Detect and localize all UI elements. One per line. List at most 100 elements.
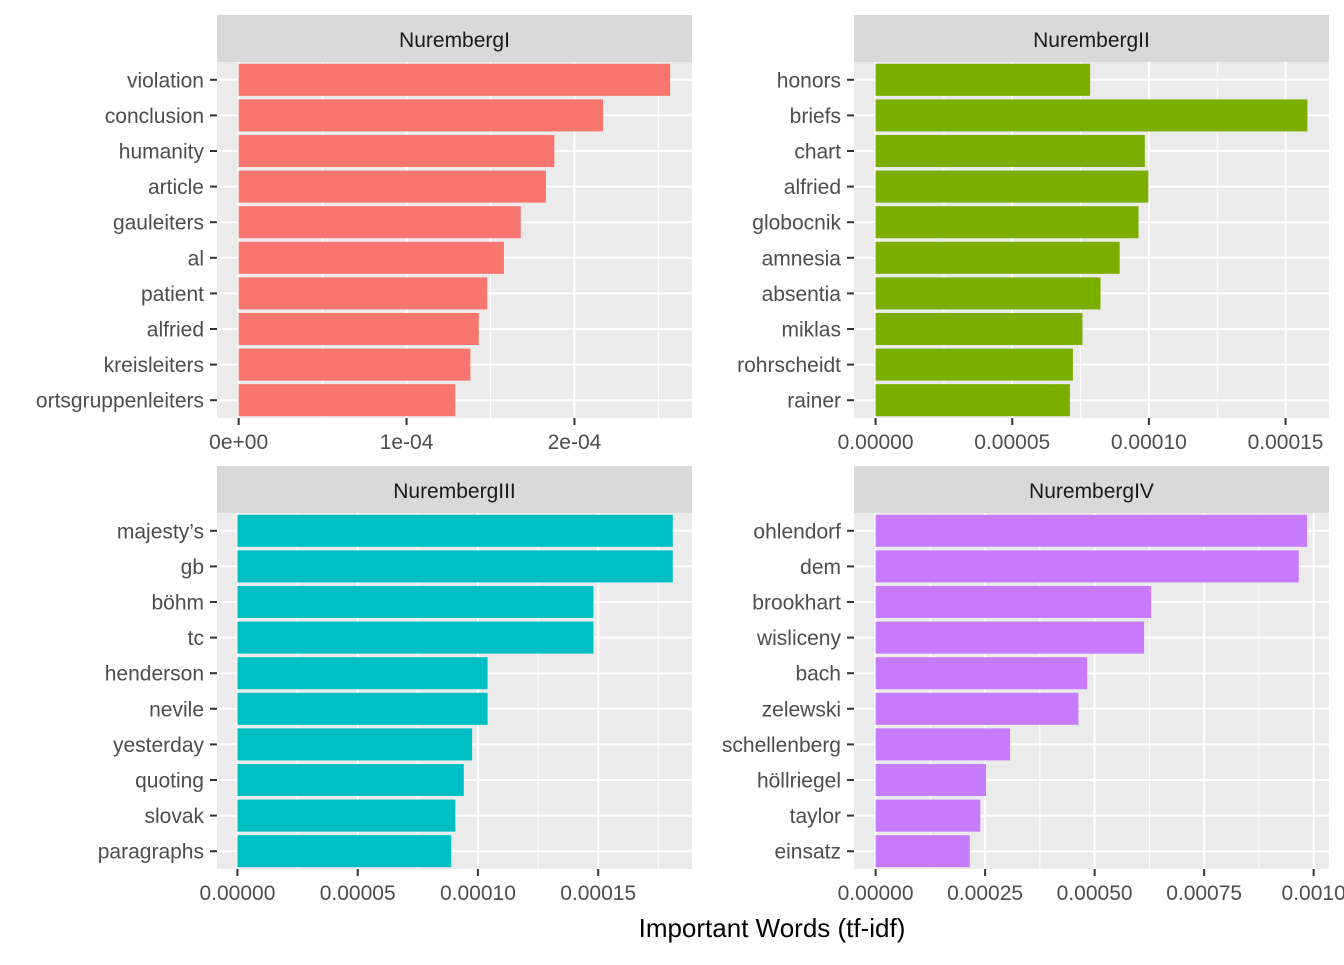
x-tick-label: 0.0010	[1282, 882, 1344, 905]
facet-title: NurembergI	[399, 29, 510, 52]
y-tick-label: yesterday	[113, 734, 205, 757]
facet-strip	[217, 15, 692, 62]
bar	[875, 206, 1139, 239]
y-tick-label: paragraphs	[98, 841, 204, 864]
bar	[238, 348, 471, 381]
facet-panel: NurembergIII majesty’s gb böhm tc henderson ne…	[98, 466, 692, 905]
y-tick-label: miklas	[781, 319, 841, 342]
bar	[875, 692, 1079, 725]
bar	[875, 277, 1101, 310]
y-tick-label: globocnik	[752, 212, 841, 235]
facet-title: NurembergIII	[393, 480, 516, 503]
y-tick-label: violation	[127, 69, 204, 92]
bar	[238, 384, 456, 417]
bar	[238, 63, 671, 96]
y-tick-label: kreisleiters	[104, 354, 204, 377]
bar	[875, 170, 1149, 203]
bar	[875, 63, 1091, 96]
y-tick-label: rainer	[787, 390, 841, 413]
bar	[238, 170, 546, 203]
bar	[875, 835, 970, 868]
x-tick-label: 0.00025	[947, 882, 1023, 905]
bar	[237, 835, 452, 868]
bar	[875, 99, 1308, 132]
y-tick-label: honors	[777, 69, 841, 92]
bar	[237, 514, 673, 547]
facet-title: NurembergIV	[1029, 480, 1154, 503]
bar	[875, 550, 1299, 583]
bar	[875, 241, 1120, 274]
y-tick-label: rohrscheidt	[737, 354, 841, 377]
x-tick-label: 0.00000	[199, 882, 275, 905]
bar	[875, 799, 981, 832]
y-tick-label: höllriegel	[757, 770, 841, 793]
chart-panels: NurembergI violation conclusion humanity art…	[36, 15, 1344, 905]
y-tick-label: brookhart	[752, 592, 841, 615]
facet-panel: NurembergI violation conclusion humanity art…	[36, 15, 692, 454]
x-tick-label: 0.00000	[838, 431, 914, 454]
y-tick-label: chart	[794, 141, 841, 164]
y-tick-label: gb	[181, 556, 204, 579]
facet-title: NurembergII	[1033, 29, 1150, 52]
y-tick-label: wisliceny	[756, 627, 842, 650]
y-tick-label: briefs	[790, 105, 841, 128]
y-tick-label: quoting	[135, 770, 204, 793]
x-tick-label: 0.00010	[440, 882, 516, 905]
y-tick-label: conclusion	[105, 105, 204, 128]
y-tick-label: taylor	[790, 805, 841, 828]
y-tick-label: ohlendorf	[753, 520, 841, 543]
y-tick-label: article	[148, 176, 204, 199]
y-tick-label: amnesia	[762, 247, 842, 270]
y-tick-label: schellenberg	[722, 734, 841, 757]
facet-strip	[854, 466, 1329, 513]
bar	[875, 514, 1308, 547]
x-tick-label: 0.00015	[1248, 431, 1324, 454]
bar	[875, 384, 1070, 417]
bar	[875, 621, 1145, 654]
x-tick-label: 0.00005	[320, 882, 396, 905]
y-tick-label: al	[188, 247, 204, 270]
bar	[238, 99, 604, 132]
bar	[875, 657, 1088, 690]
y-tick-label: humanity	[119, 141, 205, 164]
bar	[875, 134, 1145, 168]
x-tick-label: 2e-04	[548, 431, 602, 454]
y-tick-label: tc	[188, 627, 204, 650]
bar	[875, 728, 1011, 761]
bar	[875, 585, 1152, 619]
facet-strip	[217, 466, 692, 513]
y-tick-label: henderson	[105, 663, 204, 686]
bar	[238, 134, 555, 168]
y-tick-label: bach	[795, 663, 841, 686]
x-tick-label: 0.00005	[974, 431, 1050, 454]
bar	[875, 763, 986, 797]
bar	[237, 550, 673, 583]
bar	[875, 312, 1083, 346]
x-tick-label: 0.00000	[838, 882, 914, 905]
bar	[237, 621, 594, 654]
y-tick-label: zelewski	[762, 698, 841, 721]
y-tick-label: nevile	[149, 698, 204, 721]
x-tick-label: 0e+00	[209, 431, 268, 454]
y-tick-label: absentia	[762, 283, 842, 306]
bar	[238, 277, 488, 310]
bar	[237, 585, 594, 619]
x-axis-title: Important Words (tf-idf)	[639, 913, 906, 943]
bar	[238, 312, 479, 346]
bar	[237, 657, 488, 690]
x-tick-label: 0.00075	[1166, 882, 1242, 905]
y-tick-label: alfried	[784, 176, 841, 199]
x-tick-label: 1e-04	[380, 431, 434, 454]
y-tick-label: slovak	[144, 805, 204, 828]
y-tick-label: patient	[141, 283, 204, 306]
facet-panel: NurembergIV ohlendorf dem brookhart wislicen…	[722, 466, 1344, 905]
y-tick-label: böhm	[151, 592, 204, 615]
x-tick-label: 0.00015	[560, 882, 636, 905]
y-tick-label: majesty’s	[117, 520, 204, 543]
x-tick-label: 0.00010	[1111, 431, 1187, 454]
bar	[238, 241, 504, 274]
bar	[237, 692, 488, 725]
y-tick-label: dem	[800, 556, 841, 579]
